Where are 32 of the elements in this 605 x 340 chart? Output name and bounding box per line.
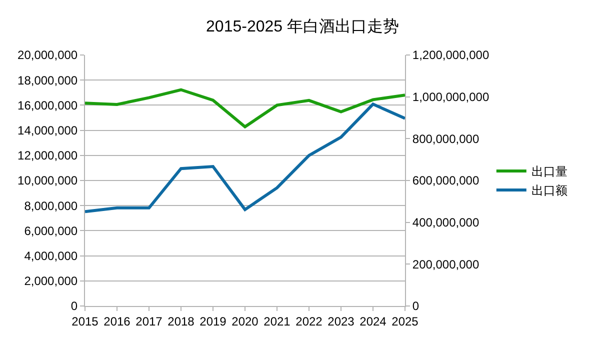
x-tick-label: 2025 [392,314,419,328]
y-tick-label: 4,000,000 [24,249,78,263]
y2-tick-label: 600,000,000 [412,174,480,188]
legend-label: 出口额 [531,184,568,198]
y-tick-label: 0 [70,299,78,314]
y-tick-label: 2,000,000 [24,274,78,288]
y-tick-label: 20,000,000 [18,48,78,62]
x-tick-label: 2017 [136,314,163,328]
y-tick-label: 16,000,000 [18,98,78,112]
x-tick-label: 2019 [200,314,227,328]
y-tick-label: 12,000,000 [18,148,78,163]
y2-tick-label: 200,000,000 [412,257,480,272]
x-tick-label: 2022 [296,314,323,328]
y2-tick-label: 800,000,000 [412,132,480,146]
legend-label: 出口量 [531,164,568,179]
y-tick-label: 18,000,000 [18,73,78,88]
x-tick-label: 2018 [168,314,195,328]
x-tick-label: 2016 [104,314,131,328]
x-tick-label: 2015 [72,314,99,328]
x-tick-label: 2023 [328,314,355,328]
y2-tick-label: 1,200,000,000 [412,48,490,62]
y-tick-label: 10,000,000 [18,174,78,188]
y-tick-label: 8,000,000 [24,198,78,213]
y2-tick-label: 1,000,000,000 [412,90,490,104]
y2-tick-label: 0 [412,299,420,314]
chart-title: 2015-2025 年白酒出口走势 [206,18,399,36]
x-tick-label: 2024 [360,314,387,328]
y-tick-label: 6,000,000 [24,224,78,238]
y-tick-label: 14,000,000 [18,124,78,138]
y2-tick-label: 400,000,000 [412,216,480,230]
x-tick-label: 2020 [232,314,259,328]
x-tick-label: 2021 [264,314,291,328]
